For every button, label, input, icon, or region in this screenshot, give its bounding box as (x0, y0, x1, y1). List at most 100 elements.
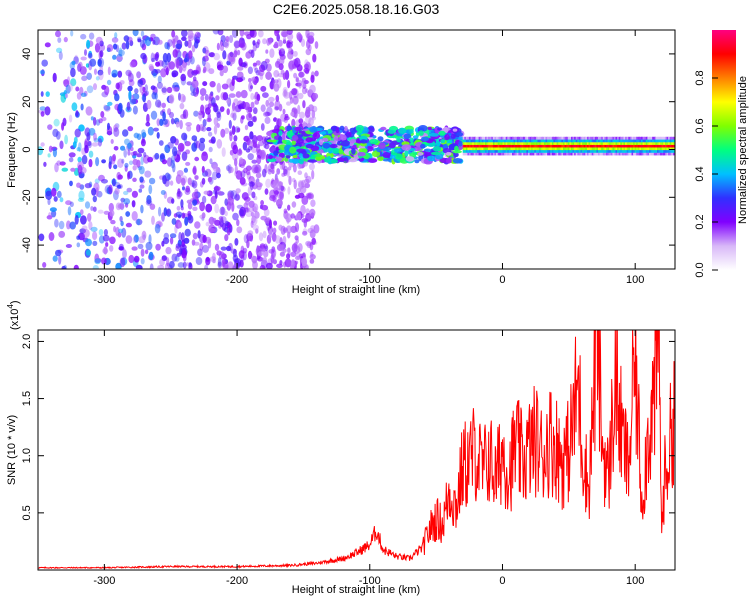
heatmap-cell (569, 139, 572, 143)
heatmap-cell (236, 127, 241, 133)
heatmap-cell (215, 109, 222, 115)
heatmap-cell (593, 139, 596, 143)
heatmap-cell (245, 135, 251, 141)
heatmap-cell (222, 50, 227, 60)
heatmap-cell (63, 36, 68, 43)
heatmap-cell (481, 147, 484, 151)
heatmap-cell (534, 150, 537, 153)
heatmap-cell (129, 61, 136, 68)
heatmap-cell (259, 264, 266, 269)
heatmap-cell (172, 146, 178, 157)
heatmap-cell (260, 123, 265, 131)
heatmap-cell (322, 142, 331, 149)
heatmap-cell (301, 257, 308, 267)
heatmap-cell (472, 152, 475, 156)
heatmap-cell (620, 144, 623, 148)
heatmap-cell (294, 235, 299, 241)
snr-x-ticks: -300 -200 -100 0 100 (93, 330, 644, 587)
heatmap-cell (537, 139, 540, 143)
heatmap-cell (217, 257, 222, 267)
heatmap-cell (580, 136, 583, 140)
heatmap-cell (109, 236, 116, 245)
heatmap-cell (169, 233, 177, 239)
heatmap-cell (103, 229, 108, 236)
heatmap-cell (489, 136, 492, 140)
heatmap-cell (661, 147, 664, 151)
heatmap-cell (186, 125, 192, 132)
heatmap-cell (284, 113, 289, 119)
heatmap-cell (209, 256, 217, 262)
spectrogram-y-tick-label: -20 (21, 189, 33, 205)
heatmap-cell (113, 124, 118, 132)
snr-y-axis-title: SNR (10 * v/v) (6, 415, 18, 485)
heatmap-cell (140, 156, 144, 166)
heatmap-cell (77, 156, 82, 163)
heatmap-cell (137, 38, 142, 43)
heatmap-cell (508, 139, 511, 143)
heatmap-cell (360, 139, 368, 144)
heatmap-cell (202, 244, 209, 253)
heatmap-cell (388, 142, 396, 149)
heatmap-cell (101, 257, 107, 265)
heatmap-cell (586, 144, 590, 148)
heatmap-cell (504, 142, 507, 145)
heatmap-cell (475, 144, 478, 148)
heatmap-cell (38, 233, 45, 242)
heatmap-cell (282, 72, 287, 80)
heatmap-cell (462, 142, 465, 145)
heatmap-cell (634, 144, 637, 148)
heatmap-cell (245, 200, 250, 206)
heatmap-cell (561, 139, 564, 143)
heatmap-cell (548, 152, 551, 156)
heatmap-cell (255, 228, 259, 234)
heatmap-cell (148, 177, 156, 185)
heatmap-cell (641, 144, 644, 148)
heatmap-cell (61, 265, 67, 269)
heatmap-cell (566, 152, 569, 156)
heatmap-cell (555, 144, 558, 148)
heatmap-cell (481, 150, 484, 153)
heatmap-cell (512, 152, 515, 156)
heatmap-cell (66, 220, 71, 230)
heatmap-cell (95, 76, 100, 81)
heatmap-cell (663, 139, 666, 143)
heatmap-cell (232, 112, 237, 121)
heatmap-cell (377, 156, 384, 162)
heatmap-cell (621, 152, 625, 156)
heatmap-cell (604, 150, 607, 153)
heatmap-cell (432, 146, 442, 152)
heatmap-cell (580, 150, 583, 153)
heatmap-cell (286, 225, 292, 234)
heatmap-cell (470, 152, 473, 156)
heatmap-cell (502, 144, 505, 148)
heatmap-cell (108, 202, 115, 212)
heatmap-cell (639, 142, 642, 145)
heatmap-cell (287, 166, 292, 171)
heatmap-cell (303, 160, 308, 167)
heatmap-cell (547, 142, 550, 145)
heatmap-cell (181, 132, 188, 141)
heatmap-cell (146, 99, 152, 110)
heatmap-cell (243, 102, 250, 110)
heatmap-cell (394, 148, 402, 153)
snr-x-axis-title: Height of straight line (km) (292, 584, 420, 596)
heatmap-cell (274, 235, 281, 244)
heatmap-cell (192, 165, 197, 176)
heatmap-cell (179, 248, 183, 255)
heatmap-cell (129, 98, 137, 105)
heatmap-cell (251, 191, 256, 199)
heatmap-cell (485, 144, 488, 148)
heatmap-cell (155, 243, 161, 251)
heatmap-cell (508, 150, 511, 153)
heatmap-cell (494, 142, 497, 145)
heatmap-cell (623, 139, 626, 143)
heatmap-cell (286, 30, 293, 35)
heatmap-cell (140, 129, 146, 139)
heatmap-cell (470, 144, 473, 148)
heatmap-cell (280, 185, 285, 191)
heatmap-cell (672, 144, 675, 148)
heatmap-cell (160, 190, 166, 195)
heatmap-cell (621, 147, 625, 151)
heatmap-cell (438, 130, 446, 136)
heatmap-cell (636, 142, 639, 145)
